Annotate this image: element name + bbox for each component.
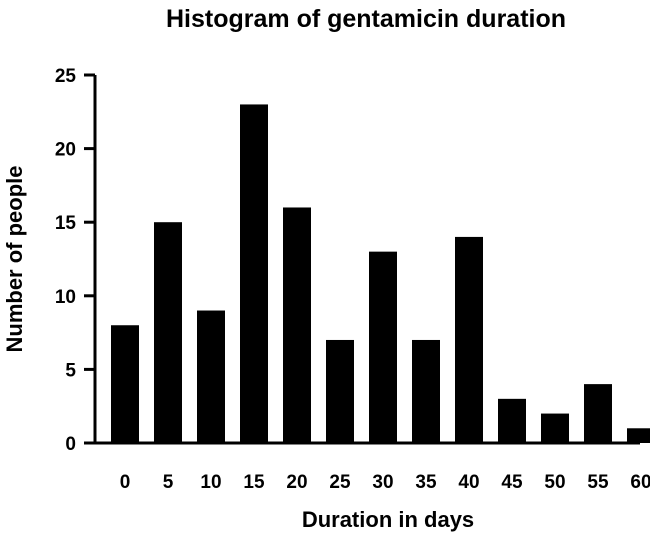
x-tick-label: 0 xyxy=(120,472,131,493)
y-tick-label: 0 xyxy=(65,434,76,455)
bar-50 xyxy=(541,413,569,443)
bar-15 xyxy=(240,104,268,443)
bar-55 xyxy=(584,384,612,443)
x-tick-label: 55 xyxy=(587,472,609,493)
y-tick-label: 15 xyxy=(55,213,77,234)
bar-0 xyxy=(111,325,139,443)
bar-20 xyxy=(283,207,311,443)
x-tick-label: 40 xyxy=(458,472,479,493)
bar-5 xyxy=(154,222,182,443)
bar-35 xyxy=(412,339,440,443)
chart-title: Histogram of gentamicin duration xyxy=(166,5,566,33)
x-tick-label: 15 xyxy=(243,472,265,493)
x-tick-label: 5 xyxy=(163,472,174,493)
y-ticks-group: 0 5 10 15 20 25 xyxy=(55,66,95,455)
bar-40 xyxy=(455,236,483,443)
x-tick-label: 30 xyxy=(372,472,393,493)
x-tick-label: 45 xyxy=(501,472,523,493)
bar-25 xyxy=(326,339,354,443)
x-ticks-group: 0 5 10 15 20 25 30 35 40 45 50 55 60 xyxy=(120,472,650,493)
bar-45 xyxy=(498,398,526,443)
x-axis-label: Duration in days xyxy=(302,507,474,532)
bar-60 xyxy=(627,428,650,443)
x-tick-label: 10 xyxy=(200,472,221,493)
y-tick-label: 20 xyxy=(55,140,76,161)
x-tick-label: 50 xyxy=(544,472,565,493)
x-tick-label: 25 xyxy=(329,472,351,493)
y-axis-label: Number of people xyxy=(2,165,27,352)
bar-30 xyxy=(369,251,397,443)
y-tick-label: 25 xyxy=(55,66,77,87)
y-tick-label: 5 xyxy=(65,360,76,381)
x-tick-label: 35 xyxy=(415,472,437,493)
bar-10 xyxy=(197,310,225,443)
x-tick-label: 60 xyxy=(630,472,650,493)
y-tick-label: 10 xyxy=(55,287,76,308)
bars-group xyxy=(111,104,650,443)
x-tick-label: 20 xyxy=(286,472,307,493)
